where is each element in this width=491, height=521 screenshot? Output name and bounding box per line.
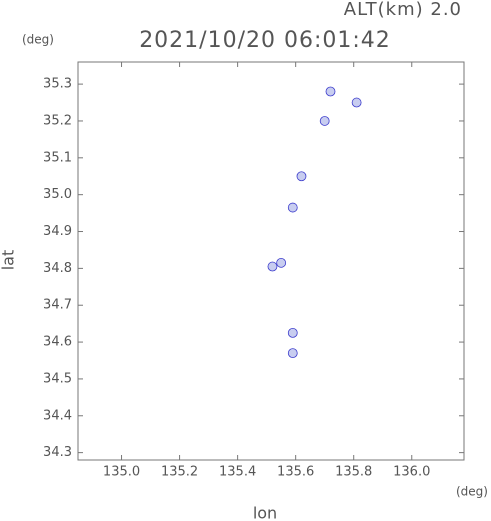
echo-point <box>351 97 362 108</box>
y-axis-label: lat <box>0 250 18 271</box>
plot-frame <box>77 61 465 461</box>
echo-point <box>287 348 298 359</box>
y-tick-label: 35.1 <box>43 150 72 165</box>
echo-point <box>319 116 330 126</box>
chart-title: 2021/10/20 06:01:42 <box>139 28 391 53</box>
y-tick-label: 34.7 <box>43 298 72 313</box>
echo-point <box>276 257 287 268</box>
x-unit: (deg) <box>456 485 488 499</box>
echo-point <box>296 171 307 182</box>
x-tick-label: 135.0 <box>103 465 140 480</box>
x-axis-label: lon <box>253 504 277 521</box>
y-tick-label: 34.4 <box>43 408 72 423</box>
y-tick-label: 34.3 <box>43 445 72 460</box>
y-tick-label: 34.8 <box>43 261 72 276</box>
y-tick-label: 34.9 <box>43 224 72 239</box>
y-tick-label: 34.6 <box>43 335 72 350</box>
x-tick-label: 135.8 <box>335 465 372 480</box>
echo-point <box>287 327 298 338</box>
y-tick-label: 34.5 <box>43 371 72 386</box>
echo-point <box>287 202 298 213</box>
echo-point <box>325 86 336 97</box>
y-tick-label: 35.0 <box>43 187 72 202</box>
y-tick-label: 35.2 <box>43 113 72 128</box>
x-tick-label: 135.2 <box>161 465 198 480</box>
x-tick-label: 135.4 <box>219 465 256 480</box>
y-unit: (deg) <box>22 33 54 47</box>
annotation: ALT(km) 2.0 <box>344 0 462 20</box>
y-tick-label: 35.3 <box>43 77 72 92</box>
x-tick-label: 135.6 <box>277 465 314 480</box>
echo-point <box>267 261 278 272</box>
x-tick-label: 136.0 <box>393 465 430 480</box>
